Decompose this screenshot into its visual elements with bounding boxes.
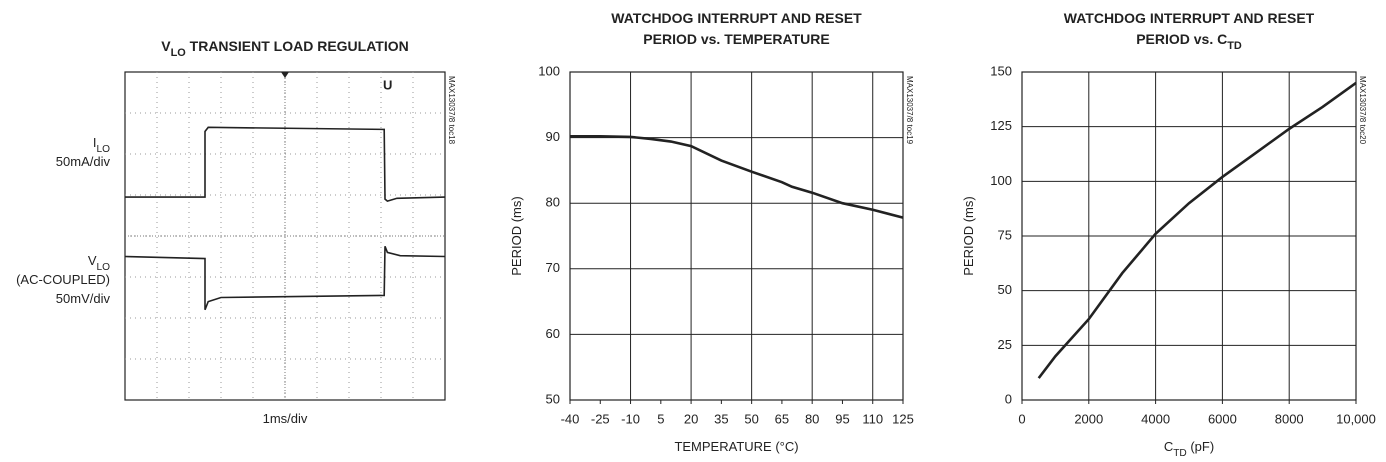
y-tick-label: 125: [990, 118, 1012, 133]
x-tick-label: 65: [775, 411, 789, 426]
trace: [124, 245, 446, 311]
x-tick-label: 8000: [1275, 411, 1304, 426]
channel-label-part: (AC-COUPLED): [16, 272, 110, 287]
y-tick-label: 75: [998, 227, 1012, 242]
channel-label-part: V: [88, 253, 97, 268]
channel-label: ILO: [93, 135, 110, 155]
x-tick-label: 50: [744, 411, 758, 426]
channel-label-part: I: [93, 135, 97, 150]
channel-label-part: LO: [96, 144, 110, 155]
chart-title: WATCHDOG INTERRUPT AND RESET: [611, 10, 862, 26]
x-tick-label: 110: [862, 411, 883, 426]
channel-label-part: 50mA/div: [56, 154, 111, 169]
chart-title: WATCHDOG INTERRUPT AND RESET: [1064, 10, 1315, 26]
x-axis-label-part: C: [1164, 439, 1173, 454]
x-axis-label-part: 1ms/div: [263, 411, 308, 426]
y-tick-label: 150: [990, 63, 1012, 78]
x-tick-label: 80: [805, 411, 819, 426]
side-label: MAX13037/8 toc19: [905, 76, 914, 145]
chart-title-part: V: [161, 38, 171, 54]
channel-label-part: 50mV/div: [56, 291, 111, 306]
plot-area: [569, 71, 904, 401]
y-tick-label: 50: [546, 391, 560, 406]
side-label: MAX13037/8 toc20: [1358, 76, 1367, 145]
channel-label: (AC-COUPLED): [16, 272, 110, 287]
x-tick-label: 4000: [1141, 411, 1170, 426]
side-label: MAX13037/8 toc18: [447, 76, 456, 145]
chart-title-part: TD: [1227, 40, 1242, 52]
chart-title-part: PERIOD vs. TEMPERATURE: [643, 31, 829, 47]
marker-u: U: [383, 77, 392, 92]
channel-label: 50mV/div: [56, 291, 111, 306]
x-tick-label: 125: [892, 411, 914, 426]
x-tick-label: -10: [621, 411, 640, 426]
channel-label: 50mA/div: [56, 154, 111, 169]
x-axis-label-part: TD: [1173, 448, 1187, 459]
x-tick-label: 5: [657, 411, 664, 426]
x-tick-label: 10,000: [1336, 411, 1376, 426]
x-tick-label: -25: [591, 411, 610, 426]
y-tick-label: 100: [538, 63, 560, 78]
chart-title-part: LO: [171, 47, 187, 59]
x-tick-label: 20: [684, 411, 698, 426]
x-axis-label: TEMPERATURE (°C): [674, 439, 798, 454]
y-tick-label: 25: [998, 337, 1012, 352]
line: [1037, 81, 1357, 379]
channel-label-part: LO: [96, 262, 110, 273]
chart-title-part: PERIOD vs. C: [1136, 31, 1227, 47]
y-tick-label: 100: [990, 173, 1012, 188]
x-tick-label: 6000: [1208, 411, 1237, 426]
y-axis-label: PERIOD (ms): [509, 196, 524, 275]
y-tick-label: 60: [546, 326, 560, 341]
y-axis-label: PERIOD (ms): [961, 196, 976, 275]
x-tick-label: 95: [835, 411, 849, 426]
x-axis-label-part: TEMPERATURE (°C): [674, 439, 798, 454]
x-axis-label: CTD (pF): [1164, 439, 1214, 459]
x-tick-label: 2000: [1074, 411, 1103, 426]
y-tick-label: 50: [998, 282, 1012, 297]
x-tick-label: -40: [561, 411, 580, 426]
chart-title: PERIOD vs. TEMPERATURE: [643, 31, 829, 47]
y-tick-label: 70: [546, 260, 560, 275]
line: [570, 134, 904, 219]
chart-title-part: WATCHDOG INTERRUPT AND RESET: [1064, 10, 1315, 26]
x-tick-label: 35: [714, 411, 728, 426]
y-axis-label-part: PERIOD (ms): [509, 196, 524, 275]
trigger-marker: [281, 72, 289, 78]
x-axis-label: 1ms/div: [263, 411, 308, 426]
x-tick-label: 0: [1018, 411, 1025, 426]
trace: [125, 126, 446, 203]
x-axis-label-part: (pF): [1187, 439, 1214, 454]
chart-title: PERIOD vs. CTD: [1136, 31, 1242, 52]
y-tick-label: 0: [1005, 391, 1012, 406]
chart-title: VLO TRANSIENT LOAD REGULATION: [161, 38, 408, 59]
y-axis-label-part: PERIOD (ms): [961, 196, 976, 275]
chart-title-part: TRANSIENT LOAD REGULATION: [186, 38, 409, 54]
y-tick-label: 90: [546, 129, 560, 144]
chart-title-part: WATCHDOG INTERRUPT AND RESET: [611, 10, 862, 26]
channel-label: VLO: [88, 253, 110, 273]
y-tick-label: 80: [546, 195, 560, 210]
